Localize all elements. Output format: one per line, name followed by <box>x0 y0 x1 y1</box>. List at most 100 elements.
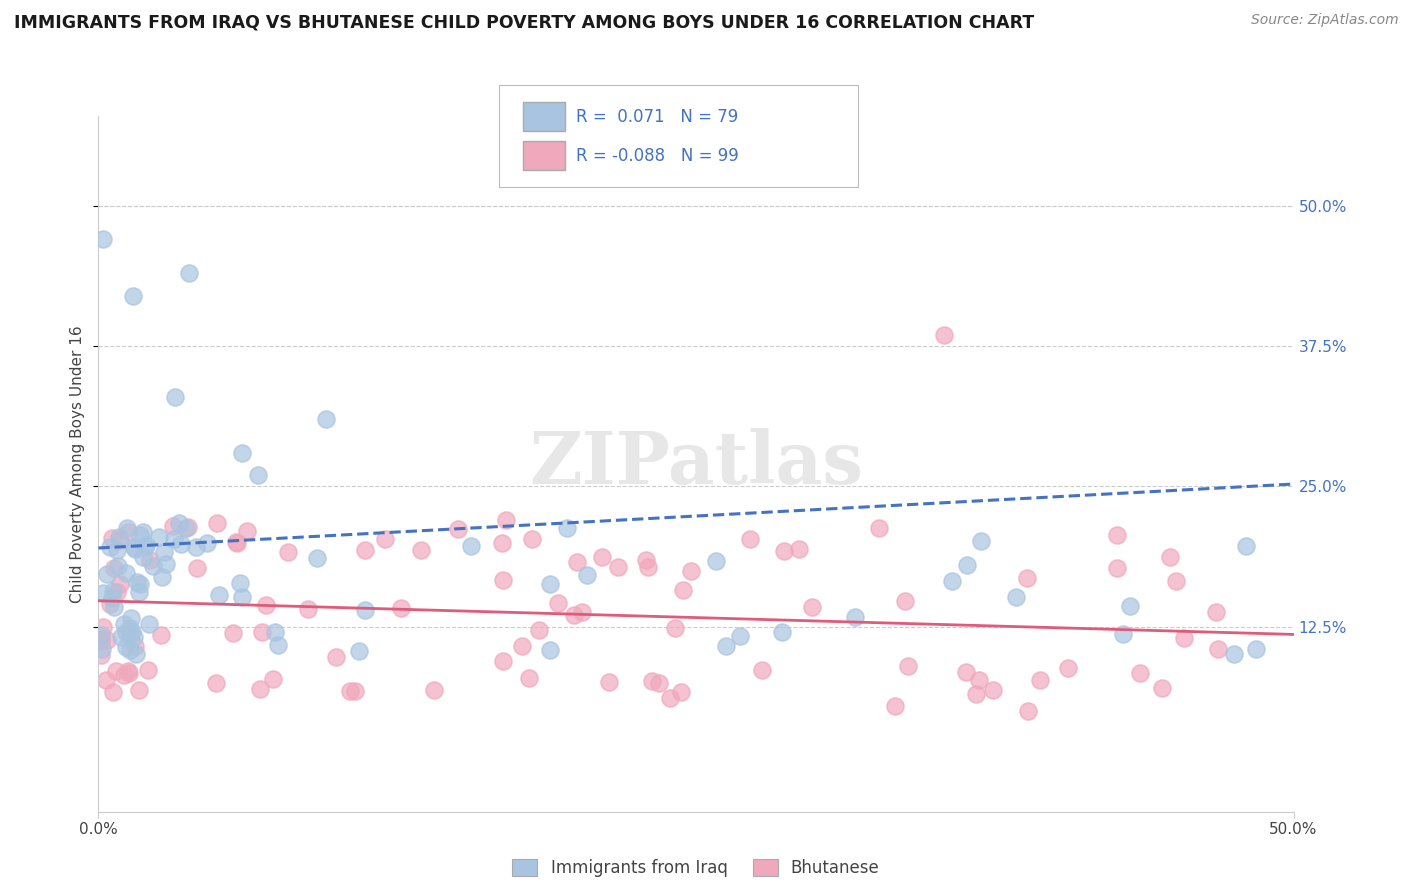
Point <box>101 591 124 605</box>
Point <box>250 625 273 640</box>
Point <box>98 541 121 555</box>
Point <box>555 521 578 535</box>
Point <box>325 649 347 664</box>
Point <box>114 566 136 580</box>
Point <box>751 663 773 677</box>
Point <box>115 640 138 654</box>
Point <box>105 585 128 599</box>
Point <box>127 574 149 589</box>
Point <box>90 633 112 648</box>
Point <box>93 620 115 634</box>
Text: IMMIGRANTS FROM IRAQ VS BHUTANESE CHILD POVERTY AMONG BOYS UNDER 16 CORRELATION : IMMIGRANTS FROM IRAQ VS BHUTANESE CHILD … <box>14 13 1035 31</box>
Point <box>153 545 176 559</box>
Point <box>344 684 367 698</box>
Point <box>738 532 761 546</box>
Point <box>163 532 186 546</box>
Point <box>96 633 118 648</box>
Point <box>409 542 432 557</box>
Point <box>186 561 208 575</box>
Point <box>277 545 299 559</box>
Point <box>1234 539 1257 553</box>
Point <box>672 583 695 598</box>
Point <box>1159 550 1181 565</box>
Point <box>1107 528 1129 542</box>
Point <box>134 541 156 555</box>
Point <box>142 558 165 573</box>
Point <box>121 624 143 639</box>
Point <box>844 609 866 624</box>
Point <box>136 663 159 677</box>
Point <box>170 537 193 551</box>
Point <box>1208 641 1230 656</box>
Text: Source: ZipAtlas.com: Source: ZipAtlas.com <box>1251 13 1399 28</box>
Point <box>897 658 920 673</box>
Point <box>389 601 412 615</box>
Point <box>422 683 444 698</box>
Point <box>460 539 482 553</box>
Point <box>307 550 329 565</box>
Point <box>174 521 197 535</box>
Point <box>229 575 252 590</box>
Point <box>138 616 160 631</box>
Point <box>354 603 377 617</box>
Point <box>669 685 692 699</box>
Point <box>1152 681 1174 696</box>
Point <box>297 602 319 616</box>
Point <box>1017 572 1039 586</box>
Point <box>576 568 599 582</box>
Point <box>124 639 146 653</box>
Point <box>664 621 686 635</box>
Point <box>981 683 1004 698</box>
Point <box>125 647 148 661</box>
Y-axis label: Child Poverty Among Boys Under 16: Child Poverty Among Boys Under 16 <box>70 325 86 603</box>
Point <box>247 468 270 483</box>
Point <box>152 570 174 584</box>
Point <box>165 390 187 404</box>
Point <box>128 585 150 599</box>
Point <box>640 673 662 688</box>
Point <box>120 628 142 642</box>
Point <box>124 541 146 555</box>
Point <box>941 574 963 588</box>
Point <box>636 553 658 567</box>
Point <box>571 605 593 619</box>
Point <box>354 543 377 558</box>
Point <box>955 665 977 679</box>
Point <box>606 559 628 574</box>
Point <box>773 544 796 558</box>
Point <box>94 673 117 688</box>
Point <box>205 676 228 690</box>
Point <box>868 521 890 535</box>
Point <box>236 524 259 538</box>
Point <box>704 554 727 568</box>
Point <box>262 672 284 686</box>
Point <box>120 621 142 635</box>
Point <box>714 639 737 653</box>
Point <box>103 599 125 614</box>
Point <box>492 573 515 587</box>
Point <box>884 698 907 713</box>
Point <box>91 585 114 599</box>
Point <box>598 675 620 690</box>
Point <box>122 288 145 302</box>
Point <box>105 664 128 678</box>
Point <box>249 681 271 696</box>
Point <box>107 558 129 573</box>
Point <box>492 654 515 668</box>
Point <box>91 232 114 246</box>
Point <box>124 542 146 557</box>
Point <box>538 643 561 657</box>
Point <box>893 594 915 608</box>
Point <box>91 642 114 657</box>
Point <box>124 630 146 644</box>
Point <box>207 516 229 530</box>
Point <box>264 625 287 640</box>
Point <box>101 685 124 699</box>
Point <box>529 623 551 637</box>
Point <box>591 550 613 565</box>
Point <box>567 556 589 570</box>
Point <box>120 610 142 624</box>
Point <box>1173 631 1195 645</box>
Point <box>770 624 793 639</box>
Point <box>118 665 141 680</box>
